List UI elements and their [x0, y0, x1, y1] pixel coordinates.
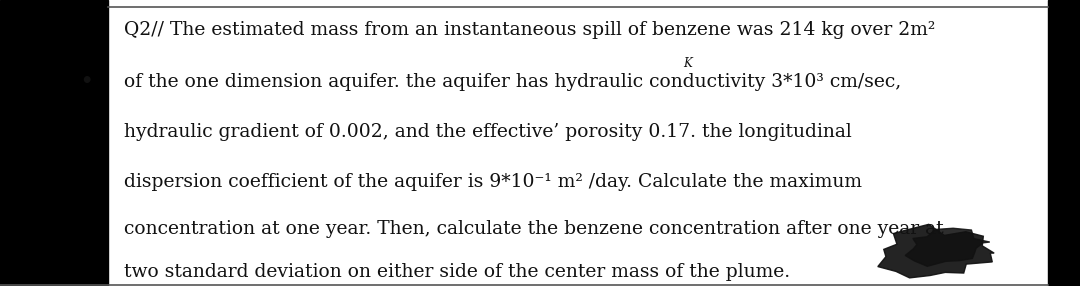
Text: •: •: [80, 72, 93, 91]
Polygon shape: [905, 228, 989, 266]
Text: hydraulic gradient of 0.002, and the effective’ porosity 0.17. the longitudinal: hydraulic gradient of 0.002, and the eff…: [124, 123, 852, 140]
Text: two standard deviation on either side of the center mass of the plume.: two standard deviation on either side of…: [124, 263, 791, 281]
Text: Q2// The estimated mass from an instantaneous spill of benzene was 214 kg over 2: Q2// The estimated mass from an instanta…: [124, 21, 935, 39]
Text: of the one dimension aquifer. the aquifer has hydraulic conductivity 3*10³ cm/se: of the one dimension aquifer. the aquife…: [124, 73, 902, 90]
Text: K: K: [684, 57, 692, 70]
Polygon shape: [878, 224, 995, 278]
Text: concentration at one year. Then, calculate the benzene concentration after one y: concentration at one year. Then, calcula…: [124, 220, 944, 238]
Bar: [1048, 0, 1080, 286]
Bar: [0, 0, 108, 286]
Text: dispersion coefficient of the aquifer is 9*10⁻¹ m² /day. Calculate the maximum: dispersion coefficient of the aquifer is…: [124, 173, 862, 190]
